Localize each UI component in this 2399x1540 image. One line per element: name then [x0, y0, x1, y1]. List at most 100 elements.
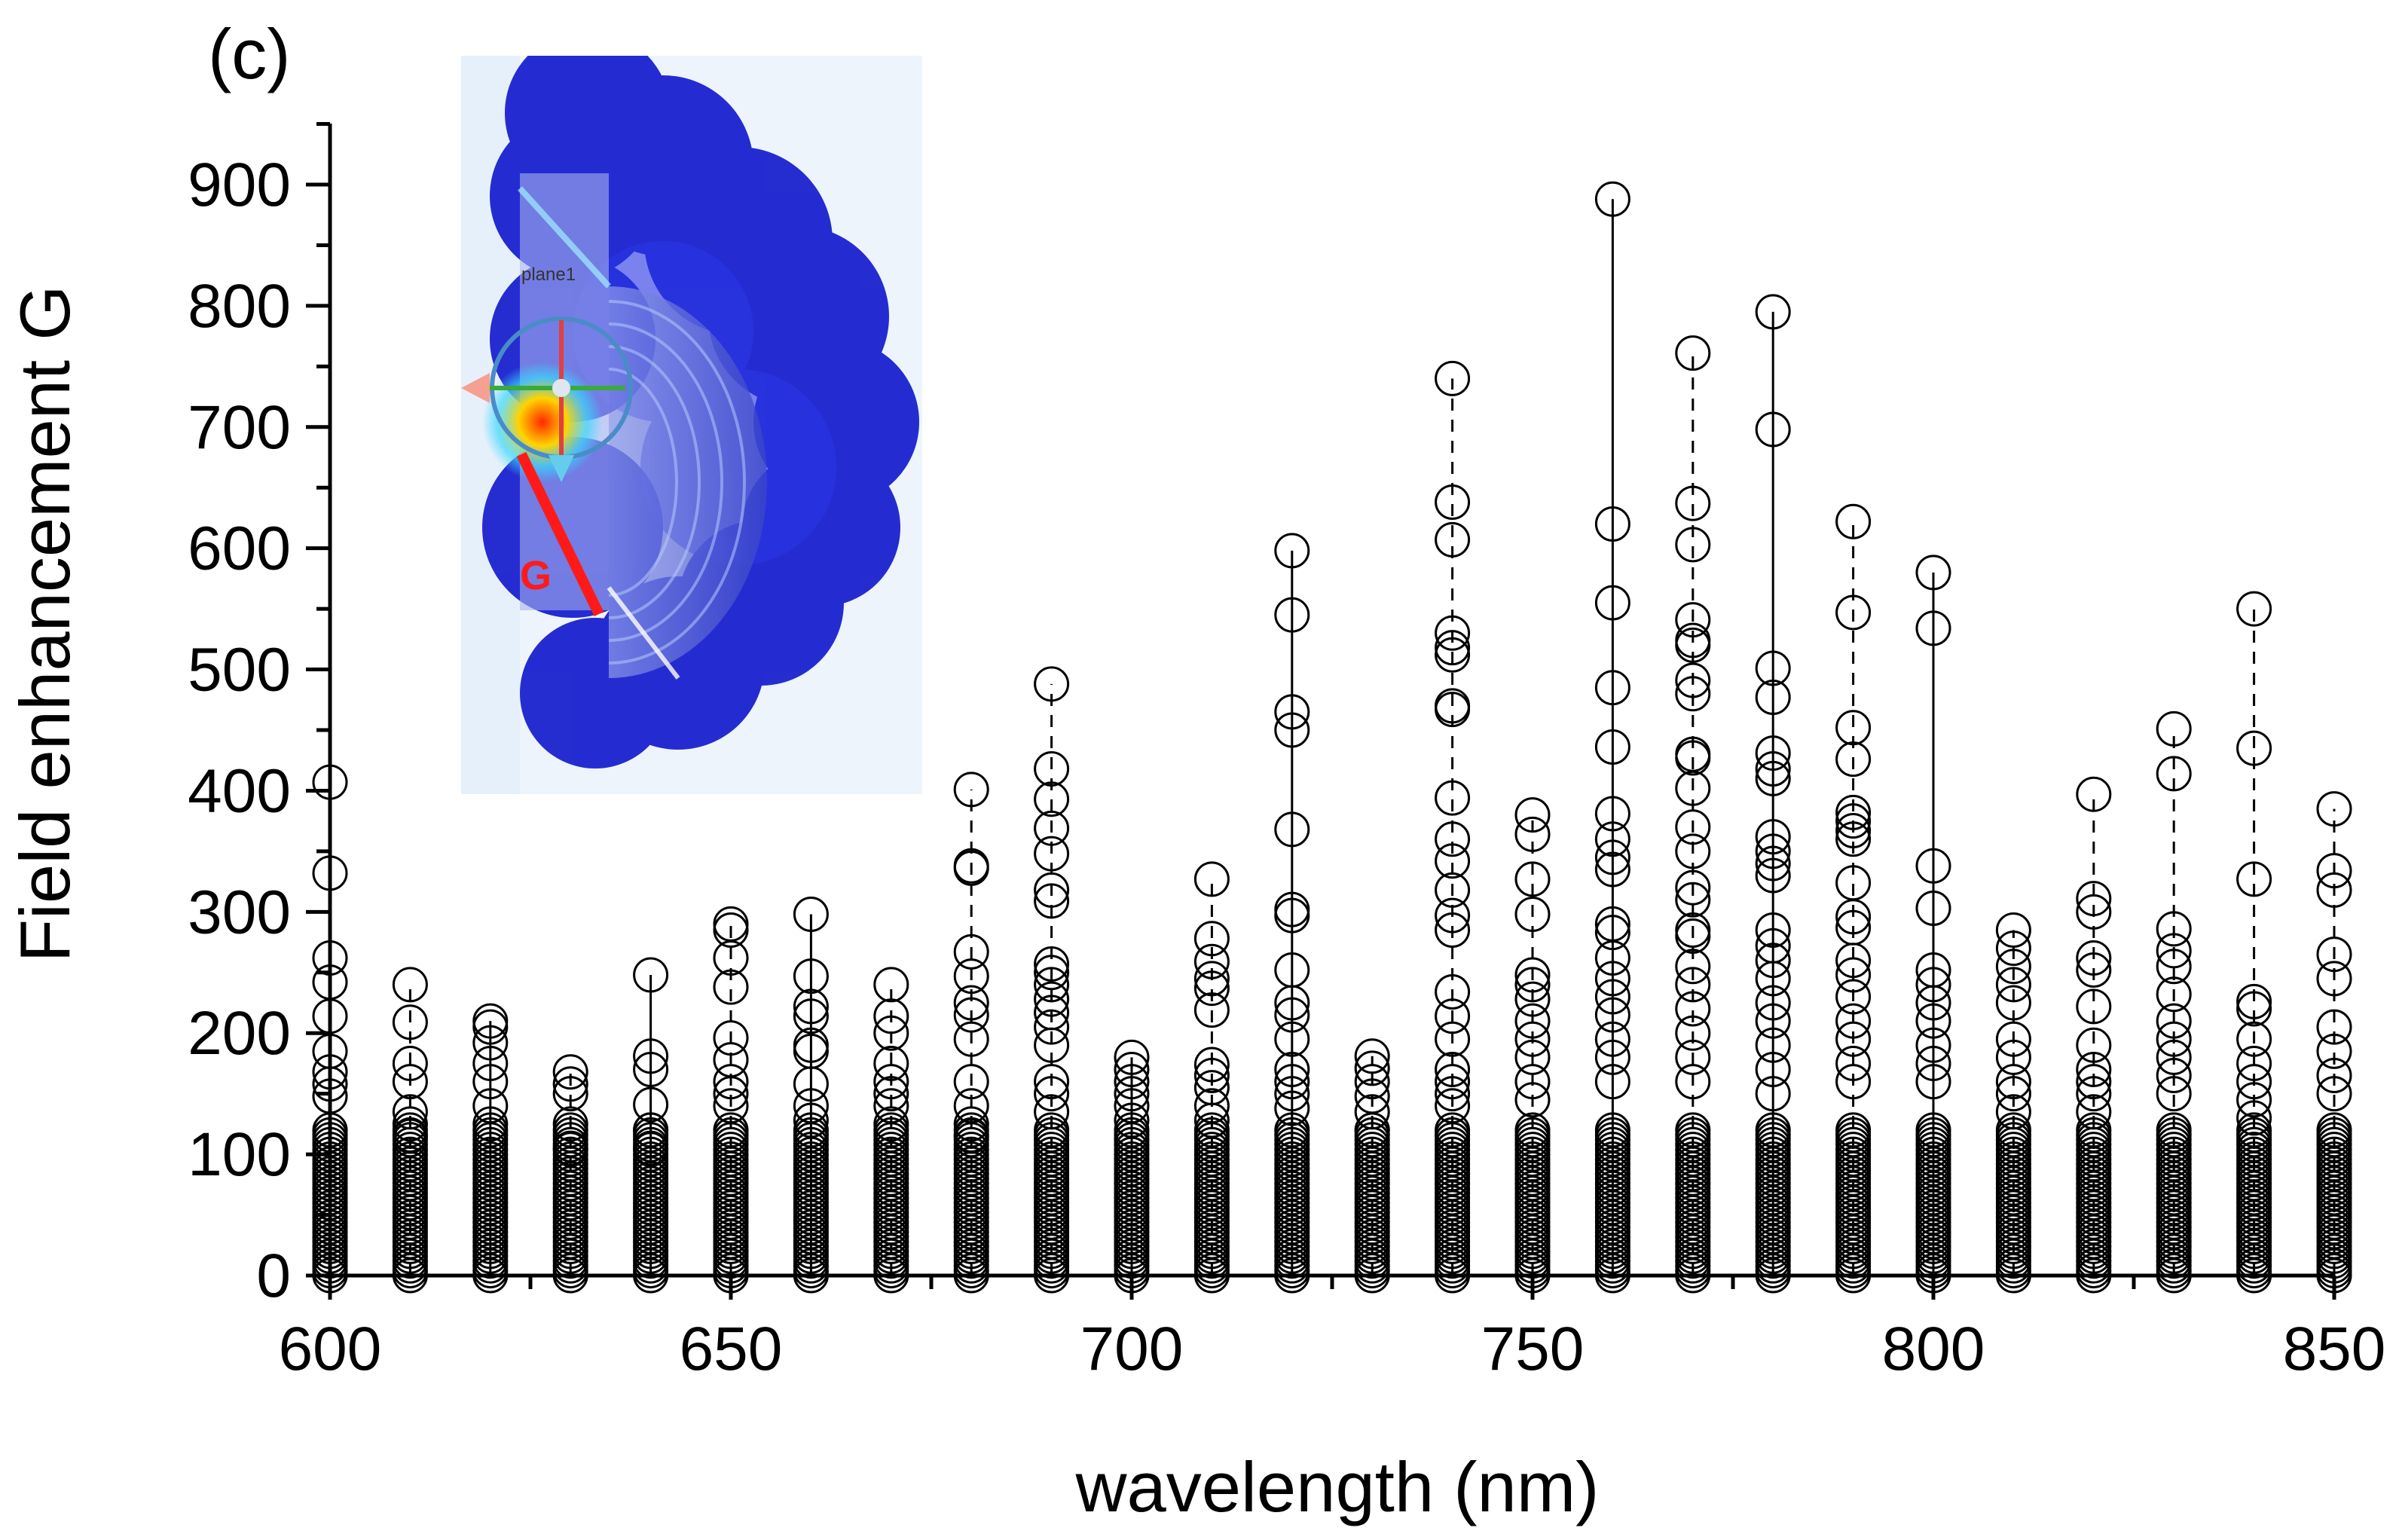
- gizmo-center: [552, 379, 570, 397]
- data-point: [2076, 988, 2112, 1025]
- data-point: [1675, 335, 1711, 371]
- data-point: [2076, 894, 2112, 930]
- data-point: [1755, 1076, 1791, 1112]
- panel-label: (c): [208, 14, 291, 93]
- data-point: [1594, 796, 1630, 832]
- data-point: [2236, 1100, 2272, 1136]
- data-point: [1354, 1038, 1390, 1074]
- data-point: [2236, 591, 2272, 627]
- data-point: [1594, 821, 1630, 857]
- data-point: [2236, 1064, 2272, 1100]
- data-point: [1995, 949, 2031, 985]
- data-point: [1594, 729, 1630, 765]
- data-point: [2316, 1033, 2352, 1069]
- data-point: [2156, 756, 2192, 792]
- data-point: [1274, 597, 1310, 633]
- data-point: [1114, 1076, 1150, 1112]
- x-tick-label: 850: [2283, 1315, 2386, 1383]
- data-column-810: [1995, 912, 2031, 1294]
- data-point: [2236, 1112, 2272, 1148]
- data-point: [392, 1004, 428, 1040]
- plane-label: plane1: [521, 264, 576, 285]
- data-point: [1755, 411, 1791, 448]
- data-point: [873, 1064, 909, 1100]
- data-point: [1274, 1112, 1310, 1148]
- data-column-680: [953, 772, 989, 1294]
- data-point: [2316, 937, 2352, 973]
- data-point: [953, 933, 989, 970]
- data-point: [1915, 610, 1951, 646]
- data-point: [1514, 967, 1551, 1003]
- data-point: [1675, 833, 1711, 869]
- data-point: [953, 1118, 989, 1154]
- data-point: [1675, 869, 1711, 906]
- data-point: [1435, 521, 1471, 558]
- data-point: [793, 1066, 829, 1102]
- y-tick-label: 500: [188, 636, 291, 704]
- x-tick-label: 600: [279, 1315, 382, 1383]
- data-point: [1755, 1027, 1791, 1063]
- data-point: [1274, 1090, 1310, 1126]
- data-point: [2076, 1112, 2112, 1148]
- data-point: [633, 1038, 669, 1074]
- data-point: [1193, 992, 1230, 1028]
- data-column-710: [1193, 861, 1230, 1294]
- data-point: [1594, 961, 1630, 997]
- data-point: [1594, 839, 1630, 875]
- data-column-840: [2236, 591, 2272, 1294]
- data-point: [1034, 666, 1070, 702]
- data-point: [1514, 1112, 1551, 1148]
- data-point: [793, 1102, 829, 1138]
- data-point: [1675, 809, 1711, 845]
- data-point: [1435, 780, 1471, 816]
- data-point: [873, 1045, 909, 1081]
- data-point: [1193, 970, 1230, 1007]
- data-point: [2076, 1027, 2112, 1063]
- data-point: [1995, 930, 2031, 967]
- data-point: [2316, 1009, 2352, 1045]
- data-point: [1755, 985, 1791, 1021]
- data-point: [1675, 991, 1711, 1027]
- data-point: [1514, 1003, 1551, 1039]
- data-point: [2236, 1082, 2272, 1118]
- data-point: [1435, 1076, 1471, 1112]
- data-point: [633, 1086, 669, 1123]
- y-axis-label: Field enhancement G: [5, 286, 84, 963]
- data-point: [1514, 957, 1551, 993]
- x-tick-label: 700: [1080, 1315, 1184, 1383]
- data-point: [1835, 803, 1872, 839]
- data-point: [1435, 484, 1471, 521]
- data-point: [1594, 915, 1630, 951]
- data-point: [1435, 1064, 1471, 1100]
- data-point: [1755, 750, 1791, 787]
- data-point: [2076, 1094, 2112, 1130]
- data-point: [713, 1112, 749, 1148]
- y-tick-label: 800: [188, 272, 291, 341]
- data-point: [1435, 1112, 1471, 1148]
- data-point: [2236, 1021, 2272, 1057]
- data-point: [793, 1112, 829, 1148]
- data-point: [1034, 750, 1070, 787]
- data-point: [1915, 1003, 1951, 1039]
- data-point: [1274, 1051, 1310, 1087]
- data-point: [1675, 676, 1711, 712]
- data-point: [2156, 1076, 2192, 1112]
- data-point: [1435, 998, 1471, 1034]
- data-point: [1435, 615, 1471, 651]
- y-tick-label: 900: [188, 151, 291, 219]
- data-point: [793, 988, 829, 1025]
- data-point: [2156, 710, 2192, 747]
- data-point: [1675, 1039, 1711, 1075]
- data-column-790: [1835, 503, 1872, 1294]
- data-point: [1755, 1003, 1791, 1039]
- data-point: [793, 897, 829, 933]
- data-column-670: [873, 967, 909, 1294]
- data-column-850: [2316, 791, 2352, 1294]
- data-point: [873, 1015, 909, 1051]
- data-point: [953, 1088, 989, 1124]
- data-point: [1514, 797, 1551, 833]
- data-point: [1114, 1102, 1150, 1138]
- data-point: [1435, 843, 1471, 879]
- data-point: [1114, 1039, 1150, 1075]
- data-point: [552, 1106, 588, 1142]
